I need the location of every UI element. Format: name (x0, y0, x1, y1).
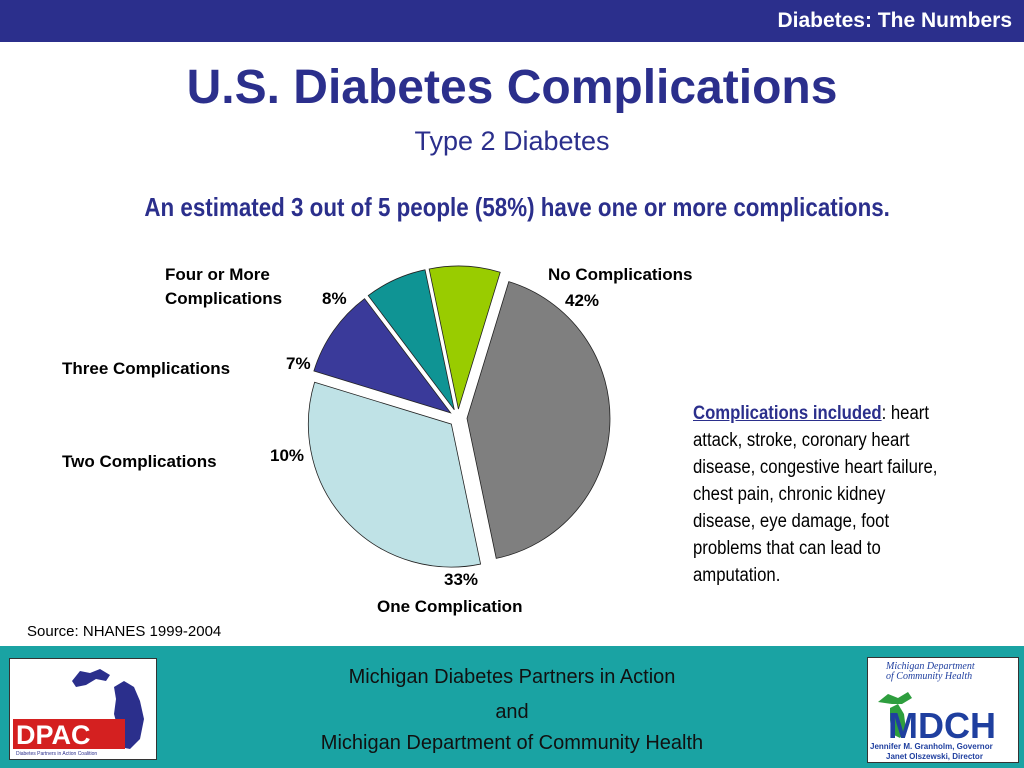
pie-slices (307, 265, 611, 568)
mdch-official-1: Jennifer M. Granholm, Governor (870, 742, 993, 751)
footer-line-2: and (495, 701, 529, 723)
section-title: Diabetes: The Numbers (777, 9, 1012, 32)
complications-note: Complications included: heart attack, st… (693, 400, 948, 589)
slide-headline: An estimated 3 out of 5 people (58%) hav… (144, 192, 890, 222)
source-citation: Source: NHANES 1999-2004 (27, 623, 222, 640)
pie-slice-one-complication (307, 381, 482, 568)
mdch-name-line1: Michigan Department (885, 661, 975, 672)
dpac-logo-text: DPAC (16, 720, 91, 750)
footer-band: Michigan Diabetes Partners in Action and… (0, 646, 1024, 768)
mdch-logo: Michigan Department of Community Health … (867, 657, 1019, 763)
slice-value-one-complication: 33% (444, 570, 478, 589)
mdch-acronym: MDCH (888, 705, 996, 746)
slice-label-four-or-more-line2: Complications (165, 289, 282, 308)
slice-label-no-complications: No Complications (548, 265, 693, 284)
mdch-name-line2: of Community Health (886, 671, 972, 682)
dpac-logo: DPAC Diabetes Partners in Action Coaliti… (9, 658, 157, 760)
pie-chart: No Complications 42% 33% One Complicatio… (62, 265, 693, 616)
slice-label-one-complication: One Complication (377, 597, 522, 616)
pie-slice-four-or-more-complications (428, 265, 501, 410)
dpac-logo-tagline: Diabetes Partners in Action Coalition (16, 751, 97, 757)
footer-line-3: Michigan Department of Community Health (320, 732, 704, 754)
slide-title: U.S. Diabetes Complications (186, 61, 838, 114)
slice-label-two-complications: Two Complications (62, 452, 217, 471)
note-heading: Complications included (693, 403, 882, 424)
note-body: : heart attack, stroke, coronary heart d… (693, 403, 938, 586)
slice-value-three-complications: 7% (286, 354, 311, 373)
slice-label-four-or-more-line1: Four or More (165, 265, 270, 284)
pie-slice-no-complications (466, 281, 611, 559)
pie-slice-three-complications (367, 269, 455, 411)
top-bar: Diabetes: The Numbers (0, 0, 1024, 42)
slice-value-no-complications: 42% (565, 291, 599, 310)
pie-slice-two-complications (313, 298, 452, 414)
slide-subtitle: Type 2 Diabetes (414, 126, 610, 156)
dpac-logo-graphic: DPAC Diabetes Partners in Action Coaliti… (13, 669, 144, 757)
footer-line-1: Michigan Diabetes Partners in Action (348, 666, 676, 688)
slice-value-two-complications: 10% (270, 446, 304, 465)
slice-value-four-or-more: 8% (322, 289, 347, 308)
mdch-logo-graphic: Michigan Department of Community Health … (870, 661, 996, 761)
mdch-official-2: Janet Olszewski, Director (886, 752, 983, 761)
slice-label-three-complications: Three Complications (62, 359, 230, 378)
